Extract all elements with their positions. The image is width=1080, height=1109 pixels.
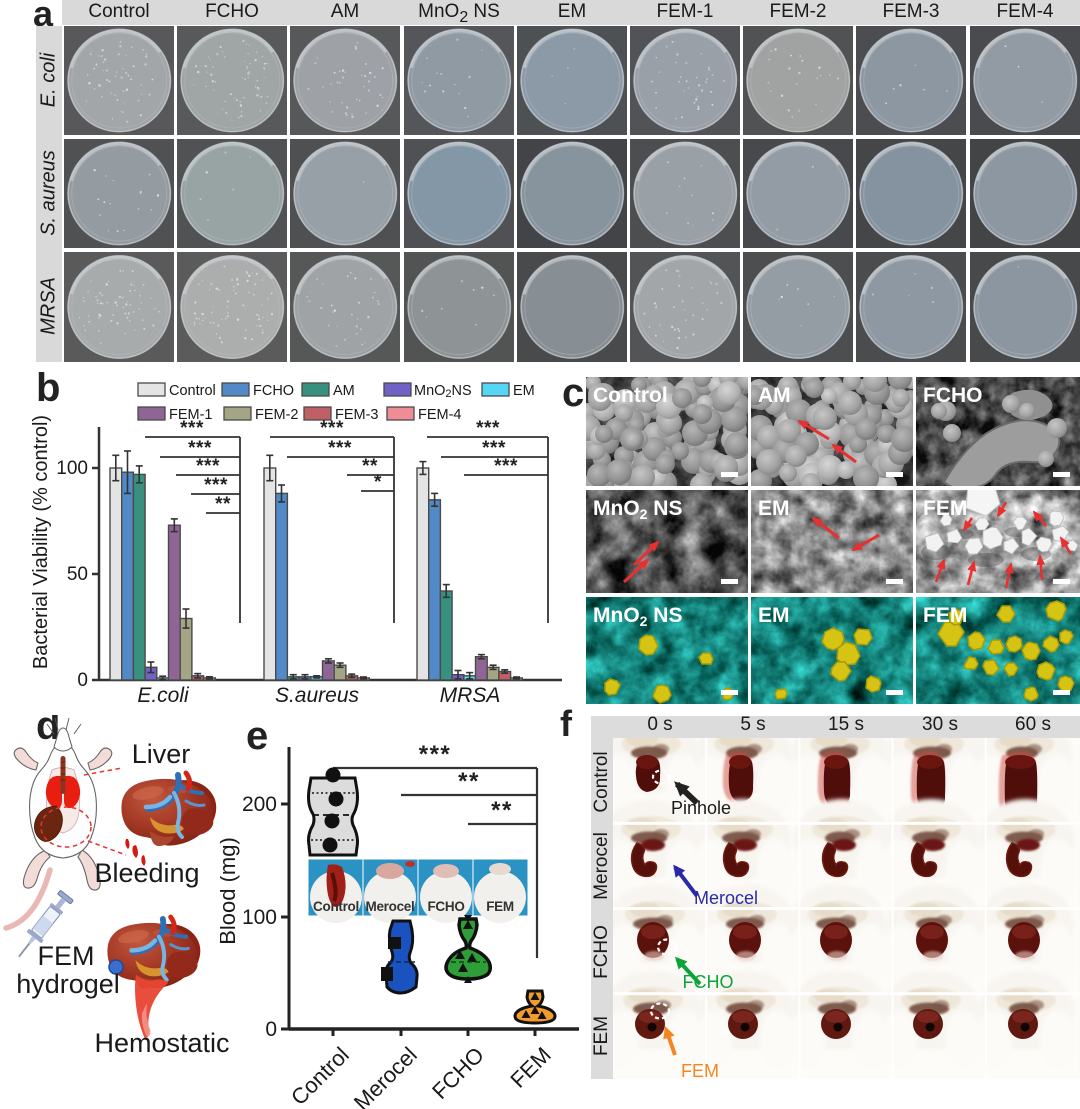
svg-text:FCHO: FCHO xyxy=(923,384,983,407)
svg-text:***: *** xyxy=(419,741,452,768)
svg-text:FEM: FEM xyxy=(923,497,967,520)
svg-text:MnO2NS: MnO2NS xyxy=(414,383,472,400)
svg-text:Pinhole: Pinhole xyxy=(671,798,731,818)
svg-text:FEM: FEM xyxy=(38,941,95,971)
svg-text:Control: Control xyxy=(286,1042,354,1109)
svg-text:Control: Control xyxy=(169,383,216,399)
svg-text:MnO2 NS: MnO2 NS xyxy=(593,604,682,629)
svg-text:FEM: FEM xyxy=(486,899,514,914)
svg-text:100: 100 xyxy=(56,458,88,479)
svg-text:AM: AM xyxy=(758,384,791,407)
svg-text:***: *** xyxy=(482,438,506,459)
svg-text:FCHO: FCHO xyxy=(683,972,734,992)
svg-text:e: e xyxy=(246,715,268,758)
svg-text:Merocel: Merocel xyxy=(694,888,758,908)
svg-text:b: b xyxy=(36,366,60,410)
svg-text:**: ** xyxy=(491,797,513,824)
svg-text:***: *** xyxy=(180,418,204,439)
svg-text:100: 100 xyxy=(242,906,277,929)
svg-text:S.aureus: S.aureus xyxy=(275,684,360,707)
svg-text:FEM-3: FEM-3 xyxy=(335,407,379,423)
svg-text:FEM: FEM xyxy=(923,604,967,627)
svg-text:FCHO: FCHO xyxy=(427,899,464,914)
svg-text:FEM-2: FEM-2 xyxy=(255,407,299,423)
svg-text:FCHO: FCHO xyxy=(253,383,294,399)
svg-text:MnO2 NS: MnO2 NS xyxy=(593,497,682,522)
svg-text:FEM: FEM xyxy=(505,1042,556,1093)
svg-text:Bleeding: Bleeding xyxy=(94,858,199,888)
svg-text:Merocel: Merocel xyxy=(349,1042,422,1109)
svg-text:Blood (mg): Blood (mg) xyxy=(220,837,240,945)
svg-text:***: *** xyxy=(204,475,228,496)
svg-text:***: *** xyxy=(188,438,212,459)
svg-text:50: 50 xyxy=(67,564,88,585)
svg-text:**: ** xyxy=(362,456,378,477)
svg-text:c: c xyxy=(562,371,584,415)
svg-text:Bacterial Viability (% control: Bacterial Viability (% control) xyxy=(30,415,52,669)
svg-text:EM: EM xyxy=(758,497,790,520)
svg-text:***: *** xyxy=(196,456,220,477)
svg-text:FEM: FEM xyxy=(681,1061,719,1079)
svg-text:***: *** xyxy=(320,418,344,439)
svg-text:**: ** xyxy=(215,494,231,515)
svg-text:*: * xyxy=(374,472,382,493)
svg-text:FEM-4: FEM-4 xyxy=(418,407,462,423)
svg-text:***: *** xyxy=(476,418,500,439)
svg-text:EM: EM xyxy=(758,604,790,627)
svg-text:***: *** xyxy=(328,438,352,459)
svg-text:E.coli: E.coli xyxy=(137,684,190,707)
svg-text:Merocel: Merocel xyxy=(366,899,415,914)
svg-text:Control: Control xyxy=(313,899,359,914)
svg-text:EM: EM xyxy=(513,383,535,399)
svg-text:hydrogel: hydrogel xyxy=(16,969,120,999)
svg-text:MRSA: MRSA xyxy=(440,684,501,707)
svg-text:200: 200 xyxy=(242,793,277,816)
svg-text:FEM-1: FEM-1 xyxy=(169,407,213,423)
svg-text:Hemostatic: Hemostatic xyxy=(94,1028,229,1058)
svg-text:FCHO: FCHO xyxy=(427,1042,489,1104)
svg-text:Liver: Liver xyxy=(132,739,191,769)
svg-text:AM: AM xyxy=(333,383,355,399)
svg-text:**: ** xyxy=(458,768,480,795)
svg-text:Control: Control xyxy=(593,384,668,407)
svg-text:0: 0 xyxy=(77,670,88,691)
svg-text:***: *** xyxy=(494,456,518,477)
svg-text:0: 0 xyxy=(265,1018,277,1041)
